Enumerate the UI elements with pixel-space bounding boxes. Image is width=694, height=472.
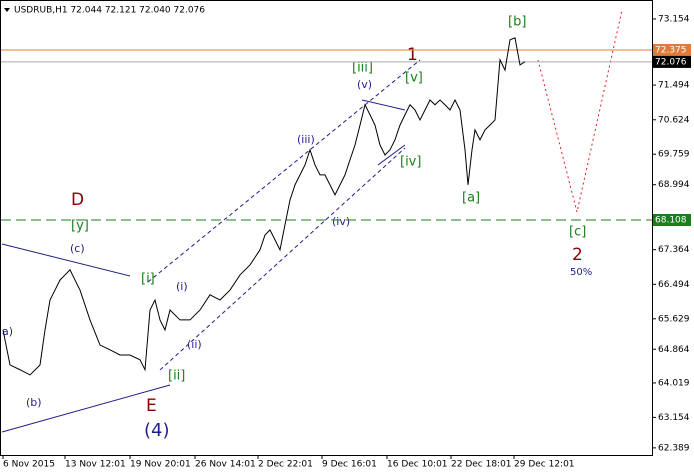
wave-label: E xyxy=(146,396,157,416)
wave-label: (4) xyxy=(144,420,170,441)
chart-title: USDRUB,H1 72.044 72.121 72.040 72.076 xyxy=(14,6,205,16)
wave-label: D xyxy=(71,190,84,210)
trend-line xyxy=(361,99,406,111)
y-tick-label: 71.494 xyxy=(658,81,690,91)
level-label: 72.375 xyxy=(655,46,687,56)
channel-upper xyxy=(147,59,421,283)
level-label: 68.108 xyxy=(655,216,687,226)
wave-label: a) xyxy=(2,325,13,338)
wave-label: [a] xyxy=(462,191,480,206)
trend-line xyxy=(377,144,406,166)
wave-label: 1 xyxy=(407,45,418,65)
wave-label: 2 xyxy=(572,245,583,265)
y-tick-label: 69.759 xyxy=(658,150,690,160)
wave-label: [b] xyxy=(508,15,526,30)
level-label: 72.076 xyxy=(655,57,687,67)
level-label-box xyxy=(653,55,691,68)
wave-label: [iv] xyxy=(400,155,421,170)
x-tick-label: 29 Dec 12:01 xyxy=(514,460,575,470)
y-tick-label: 64.864 xyxy=(658,345,690,355)
x-tick-label: 6 Nov 2015 xyxy=(3,460,55,470)
wave-label: [y] xyxy=(71,219,89,234)
y-tick-label: 65.629 xyxy=(658,314,690,324)
wave-label: (b) xyxy=(26,396,42,409)
wave-label: 50% xyxy=(570,267,592,278)
price-line xyxy=(2,37,526,376)
y-tick-label: 70.624 xyxy=(658,115,690,125)
x-tick-label: 9 Dec 16:01 xyxy=(322,460,377,470)
x-tick-label: 2 Dec 22:01 xyxy=(258,460,313,470)
trend-line xyxy=(1,243,131,277)
plot-frame xyxy=(0,0,653,456)
x-tick-label: 13 Nov 12:01 xyxy=(65,460,126,470)
wave-label: (i) xyxy=(176,280,188,293)
annotations: [b] 1 [iii] [v] (v) (iii) [iv] [a] (iv) … xyxy=(2,15,592,442)
wave-label: [i] xyxy=(141,272,155,287)
wave-label: [v] xyxy=(405,71,423,86)
x-tick-label: 26 Nov 14:01 xyxy=(195,460,256,470)
wave-label: (c) xyxy=(70,242,85,255)
trend-line xyxy=(1,384,171,433)
x-tick-label: 16 Dec 10:01 xyxy=(387,460,448,470)
forecast-path xyxy=(537,9,623,213)
wave-label: [iii] xyxy=(352,61,373,76)
drawings xyxy=(1,9,623,433)
y-tick-label: 67.364 xyxy=(658,245,690,255)
wave-label: [ii] xyxy=(168,369,185,384)
channel-lower xyxy=(159,147,406,371)
y-tick-label: 63.154 xyxy=(658,413,690,423)
level-label-box xyxy=(653,214,691,227)
y-tick-label: 73.154 xyxy=(658,14,690,24)
header-icon xyxy=(4,8,10,12)
wave-label: (iv) xyxy=(332,215,350,228)
wave-label: [c] xyxy=(569,225,586,240)
y-tick-label: 62.389 xyxy=(658,443,690,453)
wave-label: (ii) xyxy=(187,338,202,351)
level-label-box xyxy=(653,44,691,57)
x-tick-label: 22 Dec 18:01 xyxy=(451,460,512,470)
y-tick-label: 64.019 xyxy=(658,378,690,388)
y-tick-label: 68.994 xyxy=(658,180,690,190)
x-tick-label: 19 Nov 20:01 xyxy=(130,460,191,470)
y-tick-label: 66.494 xyxy=(658,280,690,290)
wave-label: (v) xyxy=(357,78,372,91)
wave-label: (iii) xyxy=(297,133,315,146)
